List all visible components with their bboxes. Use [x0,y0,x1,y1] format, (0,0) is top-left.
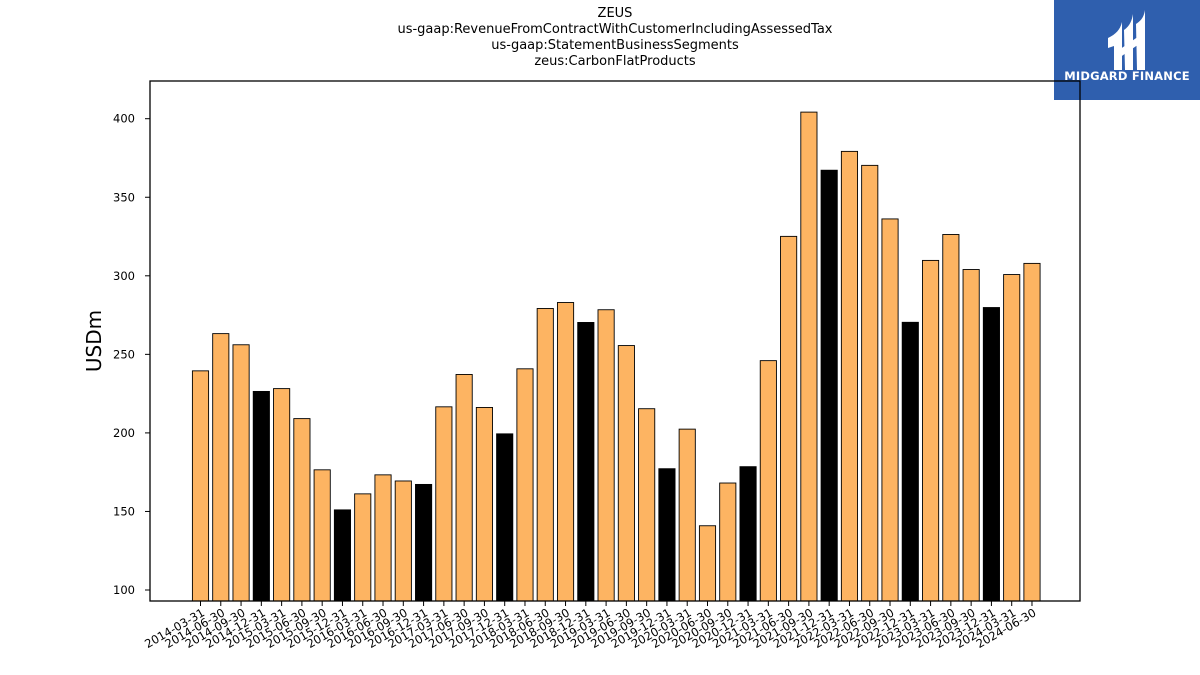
bar-2016-03-31 [354,493,372,602]
y-tick-label: 400 [113,112,135,126]
chart-title: ZEUS [597,6,633,21]
y-axis-label: USDm [82,310,106,372]
chart-subtitle-member: zeus:CarbonFlatProducts [534,54,696,69]
bar-2015-12-31 [333,509,352,602]
bar-2017-09-30 [475,407,493,602]
bar-2014-12-31 [252,390,270,602]
bar-2024-03-31 [1003,274,1021,602]
bar-2016-09-30 [394,480,412,602]
y-tick-label: 300 [113,269,135,283]
bar-2014-06-30 [212,333,230,602]
y-tick-label: 150 [113,504,135,518]
bar-2017-06-30 [455,374,473,602]
bar-2020-03-31 [678,428,696,602]
bar-2017-03-31 [435,406,453,602]
bar-2019-03-31 [597,309,615,602]
bar-2018-06-30 [536,308,554,602]
bar-2016-06-30 [374,474,392,602]
bar-2020-12-31 [739,466,757,602]
logo-text: MIDGARD FINANCE [1064,69,1190,83]
bar-2023-06-30 [942,234,960,602]
bar-2015-06-30 [293,418,311,602]
bar-2019-12-31 [658,468,676,602]
bar-2016-12-31 [415,483,433,602]
bar-2022-06-30 [861,164,879,602]
bar-2023-03-31 [922,259,940,602]
midgard-logo-icon [1108,10,1145,70]
bar-2023-09-30 [962,269,980,602]
bar-2024-06-30 [1023,262,1041,602]
bar-2021-09-30 [800,111,818,602]
y-tick-label: 200 [113,426,135,440]
bar-2019-06-30 [617,345,635,602]
bar-2015-09-30 [313,469,331,602]
bar-2019-09-30 [638,408,656,602]
bar-2023-12-31 [982,307,1000,602]
bar-2018-12-31 [577,322,595,602]
bar-2022-03-31 [840,150,859,602]
bar-2021-06-30 [780,235,798,602]
chart-subtitle-axis: us-gaap:StatementBusinessSegments [491,38,739,53]
bar-2022-09-30 [881,218,899,602]
y-axis-ticks: 100 150 200 250 300 350 400 [113,112,150,597]
x-axis-ticks: 2014-03-312014-06-302014-09-302014-12-31… [142,601,1038,651]
bar-2018-03-31 [516,368,534,602]
y-tick-label: 350 [113,190,135,204]
bar-2014-03-31 [191,370,210,602]
bar-2022-12-31 [901,321,919,602]
bar-2020-09-30 [719,482,737,602]
bar-2017-12-31 [496,433,514,602]
midgard-finance-logo: MIDGARD FINANCE [1054,0,1200,100]
bar-2021-12-31 [820,169,838,602]
chart-subtitle-concept: us-gaap:RevenueFromContractWithCustomerI… [397,22,833,37]
bar-2020-06-30 [698,525,717,602]
plot-area-frame [149,80,1081,602]
bar-2014-09-30 [232,344,250,602]
bars-group [191,111,1041,602]
bar-2018-09-30 [556,302,575,602]
bar-2015-03-31 [273,388,291,602]
bar-2021-03-31 [759,360,777,602]
chart-title-block: ZEUS us-gaap:RevenueFromContractWithCust… [150,6,1080,70]
y-tick-label: 250 [113,347,135,361]
y-tick-label: 100 [113,583,135,597]
